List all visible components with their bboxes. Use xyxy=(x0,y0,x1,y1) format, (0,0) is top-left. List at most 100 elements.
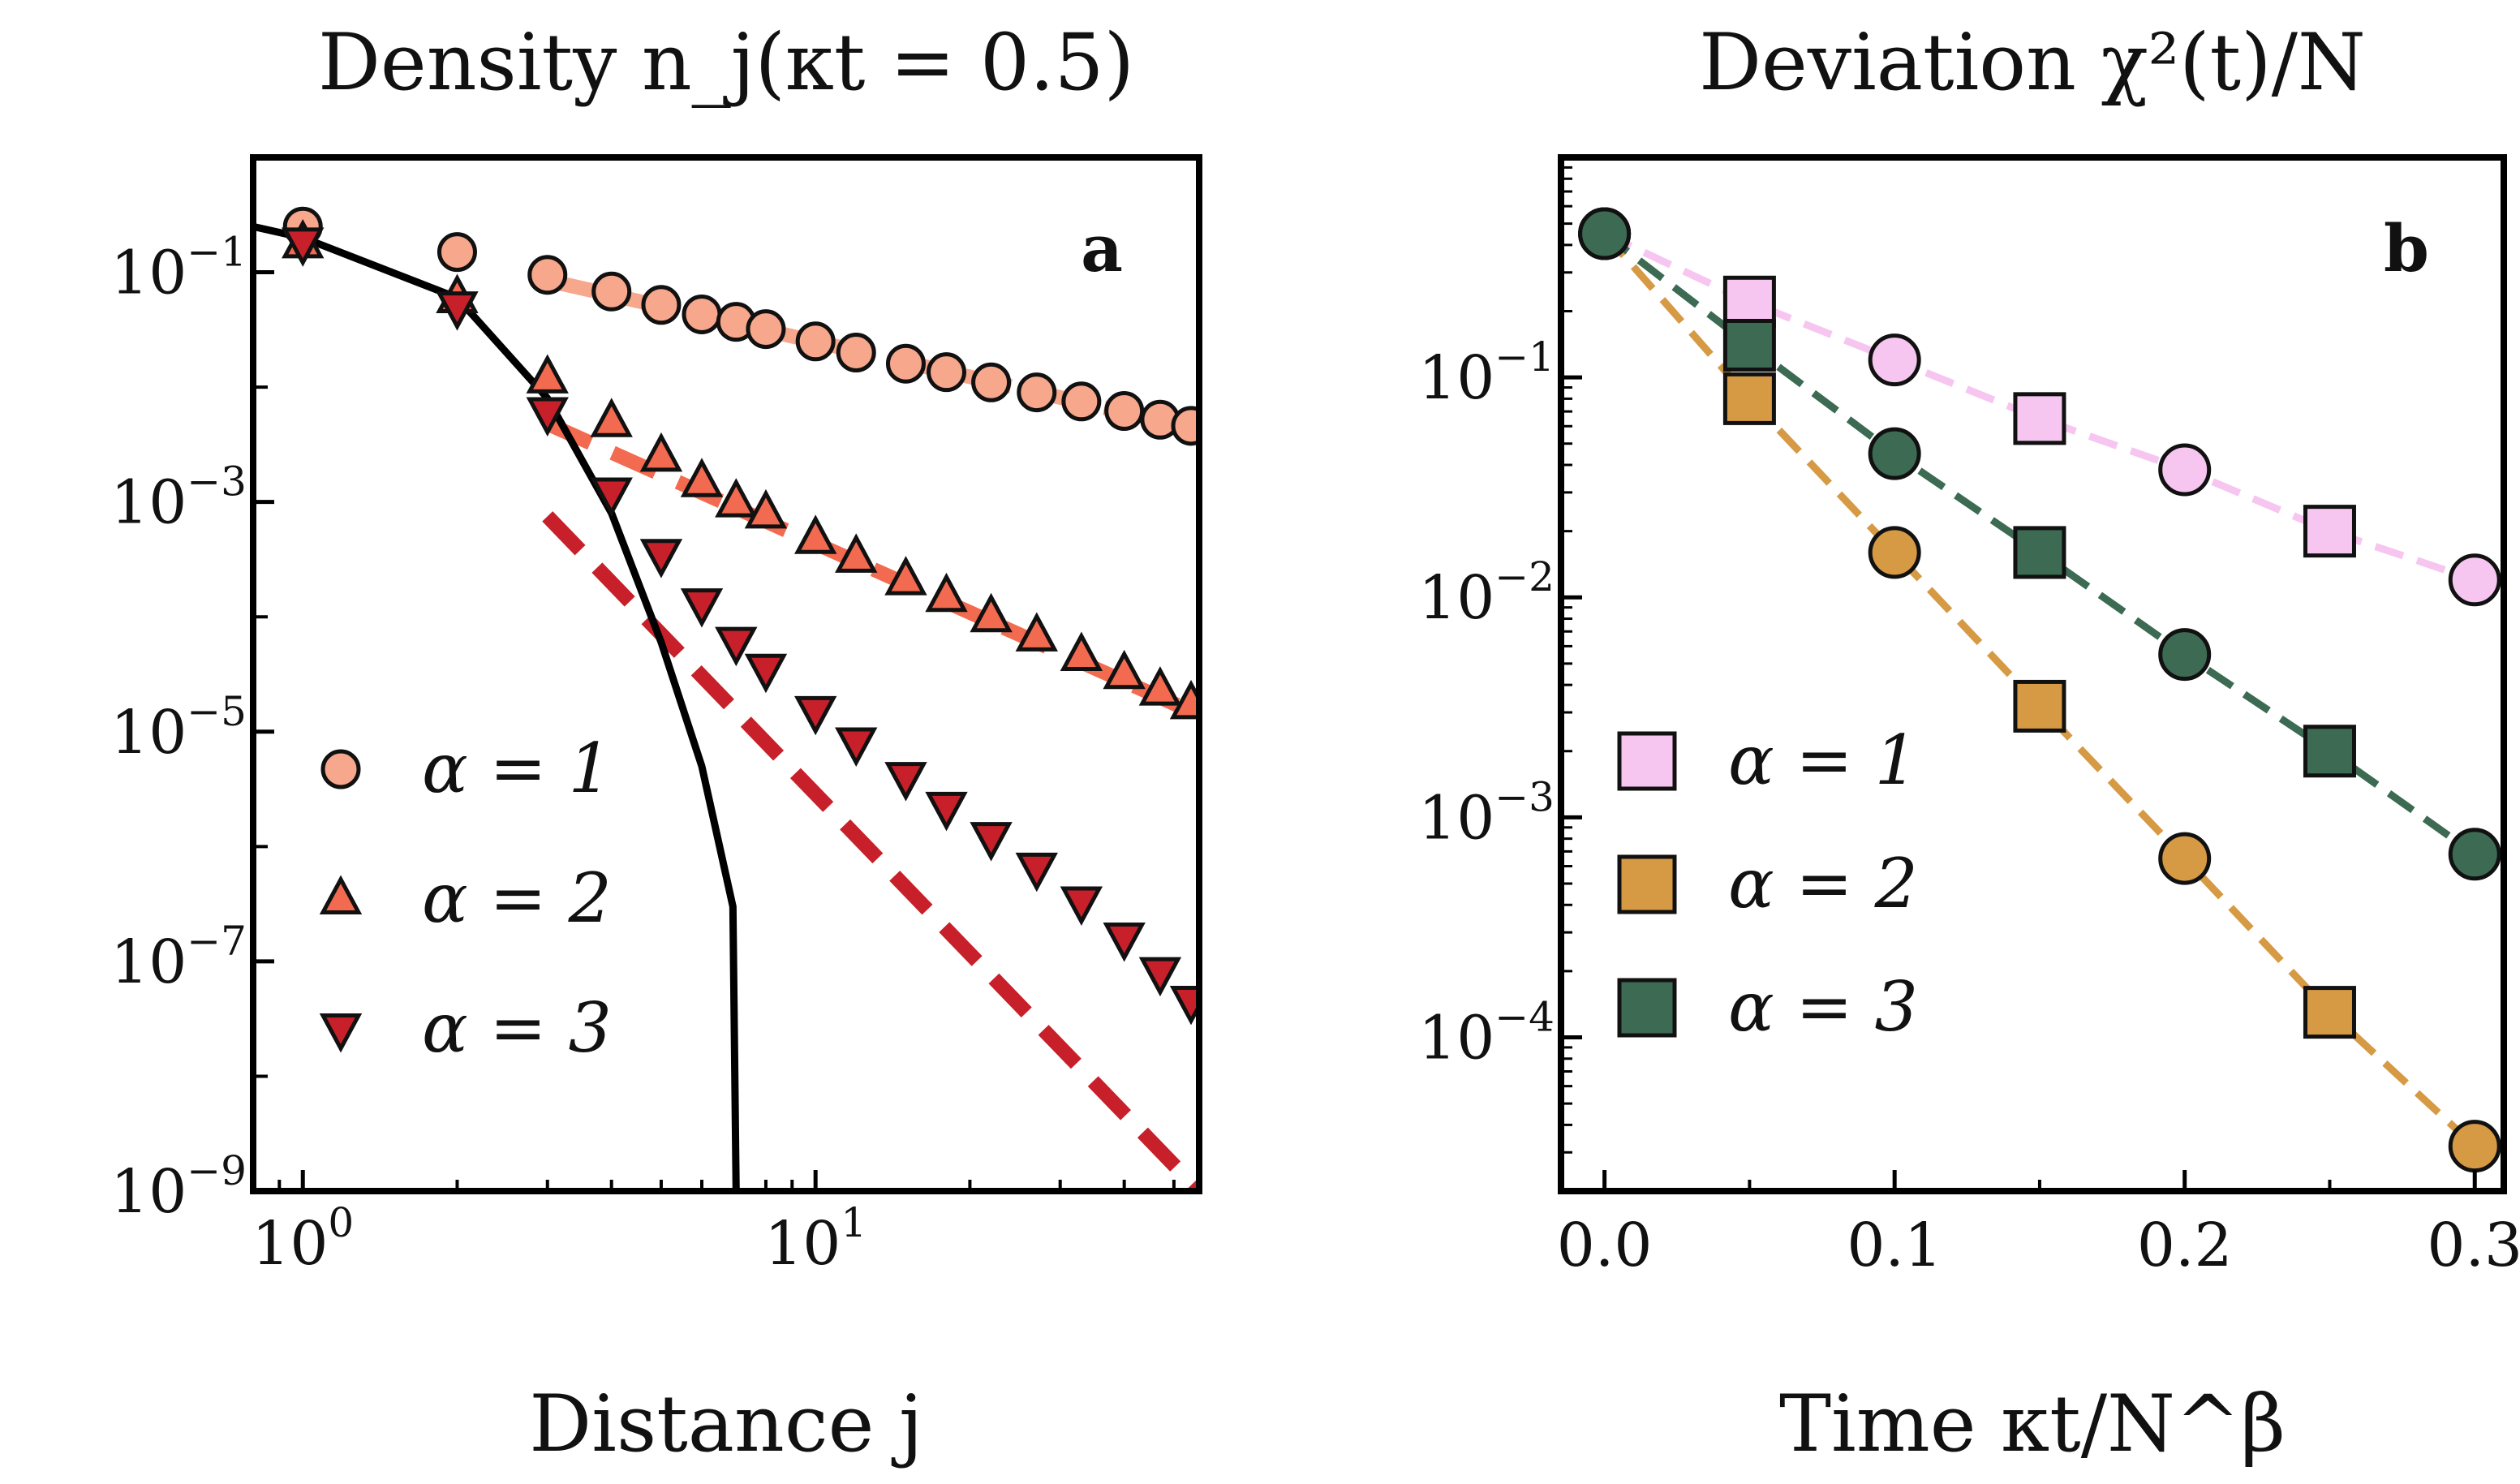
a-fit-line-3 xyxy=(542,511,1199,1191)
a-series-3-point-2 xyxy=(436,291,479,331)
a-series-2-point-4 xyxy=(590,398,633,437)
a-series-3-point-6 xyxy=(680,588,724,628)
b-legend-label-2: α = 2 xyxy=(1728,844,1918,923)
a-series-3-point-7 xyxy=(715,626,758,667)
panel-b-letter: b xyxy=(2384,210,2429,286)
a-series-1-point-4 xyxy=(591,271,632,312)
a-series-1-point-6 xyxy=(682,294,722,334)
a-series-3-point-4 xyxy=(590,477,633,517)
a-series-1-point-15 xyxy=(1061,381,1102,422)
a-series-2-point-6 xyxy=(680,458,724,497)
b-x-tick-label-2: 0.1 xyxy=(1847,1211,1942,1280)
a-series-2-point-9 xyxy=(793,514,837,554)
a-series-3-point-14 xyxy=(1015,852,1058,893)
a-legend-marker-2 xyxy=(319,875,363,914)
a-series-3-point-17 xyxy=(1138,957,1182,997)
a-series-3-point-15 xyxy=(1060,886,1103,926)
b-series-1-point-5 xyxy=(2158,443,2212,497)
b-series-3-point-2 xyxy=(1722,319,1776,372)
panel-b-plot-area xyxy=(1578,207,2501,1173)
panel-a-title: Density n_j(κt = 0.5) xyxy=(318,17,1134,108)
a-x-tick-label-2: 101 xyxy=(764,1199,867,1279)
a-series-3-point-5 xyxy=(639,539,683,579)
b-y-tick-label-3: 10−3 xyxy=(1418,773,1555,853)
a-series-1-point-5 xyxy=(641,285,682,325)
a-series-1-point-2 xyxy=(436,232,477,273)
a-series-3-point-18 xyxy=(1169,985,1199,1026)
b-y-tick-label-2: 10−2 xyxy=(1418,553,1555,633)
a-series-2-point-7 xyxy=(715,478,758,518)
b-series-3-point-3 xyxy=(1868,427,1921,480)
panel-b-deviation-chart: Deviation χ²(t)/N 0.0 0.1 0.2 0.3 10−1 10−2 10… xyxy=(1418,17,2520,1469)
a-series-1-point-18 xyxy=(1171,406,1199,446)
a-series-2-point-12 xyxy=(925,572,968,613)
b-series-3-point-6 xyxy=(2303,725,2356,778)
a-y-tick-label-4: 10−7 xyxy=(110,918,247,997)
a-series-3-point-3 xyxy=(526,397,569,437)
b-data-layer xyxy=(1578,207,2501,1173)
b-legend-marker-3 xyxy=(1617,978,1677,1038)
a-legend-marker-1 xyxy=(320,749,361,789)
b-legend-marker-2 xyxy=(1617,854,1677,914)
a-series-1-point-8 xyxy=(746,309,786,350)
a-series-1-point-3 xyxy=(527,255,568,295)
panel-a-density-chart: Density n_j(κt = 0.5) 100 101 10−1 10−3 10−5… xyxy=(110,17,1202,1469)
a-series-2-point-5 xyxy=(639,432,683,472)
b-series-2-point-4 xyxy=(2013,679,2066,733)
a-data-layer xyxy=(253,206,1199,1191)
a-series-3-point-1 xyxy=(282,227,325,267)
panel-a-ticks: 100 101 10−1 10−3 10−5 10−7 10−9 xyxy=(110,229,1176,1279)
a-series-1-point-13 xyxy=(971,362,1012,402)
b-y-tick-label-1: 10−1 xyxy=(1418,333,1555,413)
a-series-3-point-9 xyxy=(793,695,837,736)
b-series-2-point-3 xyxy=(1868,526,1921,579)
a-y-tick-label-3: 10−5 xyxy=(110,688,247,768)
panel-b-x-axis-label: Time κt/N^β xyxy=(1779,1379,2286,1469)
a-series-1-point-12 xyxy=(927,352,967,393)
panel-b-legend: α = 1 α = 2 α = 3 xyxy=(1617,720,1918,1047)
a-series-3-point-8 xyxy=(744,653,788,694)
a-series-3-point-13 xyxy=(970,822,1013,862)
a-legend-label-1: α = 1 xyxy=(422,729,612,808)
a-series-1-point-11 xyxy=(885,343,926,384)
b-series-1-point-7 xyxy=(2448,553,2501,607)
b-series-2-point-6 xyxy=(2303,986,2356,1039)
panel-b-title: Deviation χ²(t)/N xyxy=(1699,17,2366,108)
a-series-2-point-17 xyxy=(1138,666,1182,706)
a-series-2-point-8 xyxy=(744,488,788,529)
b-series-2-point-5 xyxy=(2158,832,2212,885)
b-legend-label-1: α = 1 xyxy=(1728,720,1918,800)
b-legend-label-3: α = 3 xyxy=(1728,967,1918,1047)
a-series-1-point-16 xyxy=(1104,390,1145,431)
b-series-1-point-3 xyxy=(1868,333,1921,387)
a-series-2-point-11 xyxy=(884,556,927,596)
b-series-3-point-7 xyxy=(2448,828,2501,881)
b-series-1-point-2 xyxy=(1722,275,1776,329)
a-series-2-point-14 xyxy=(1015,612,1058,652)
b-y-tick-label-4: 10−4 xyxy=(1418,993,1555,1073)
b-series-1-point-4 xyxy=(2013,392,2066,445)
b-series-3-point-4 xyxy=(2013,526,2066,579)
a-series-3-point-11 xyxy=(884,762,927,802)
a-y-tick-label-1: 10−1 xyxy=(110,229,247,308)
b-x-tick-label-4: 0.3 xyxy=(2427,1211,2520,1280)
a-series-1-point-14 xyxy=(1017,372,1057,413)
a-series-3-point-16 xyxy=(1103,922,1146,962)
panel-a-axes-frame xyxy=(250,154,1202,1194)
panel-a-x-axis-label: Distance j xyxy=(529,1379,922,1469)
b-series-3-point-5 xyxy=(2158,628,2212,682)
a-series-1-point-9 xyxy=(795,321,836,362)
a-series-2-point-10 xyxy=(835,533,878,573)
a-y-tick-label-5: 10−9 xyxy=(110,1147,247,1227)
a-series-3-point-12 xyxy=(925,791,968,832)
panel-a-legend: α = 1 α = 2 α = 3 xyxy=(319,729,612,1068)
b-x-tick-label-3: 0.2 xyxy=(2137,1211,2233,1280)
a-series-2-point-16 xyxy=(1103,649,1146,690)
b-series-3-point-1 xyxy=(1578,207,1632,260)
b-series-2-point-7 xyxy=(2448,1120,2501,1173)
a-legend-marker-3 xyxy=(319,1013,363,1053)
a-legend-label-2: α = 2 xyxy=(422,858,612,938)
b-legend-marker-1 xyxy=(1617,731,1677,791)
panel-b-ticks: 0.0 0.1 0.2 0.3 10−1 10−2 10−3 10−4 xyxy=(1418,166,2520,1280)
